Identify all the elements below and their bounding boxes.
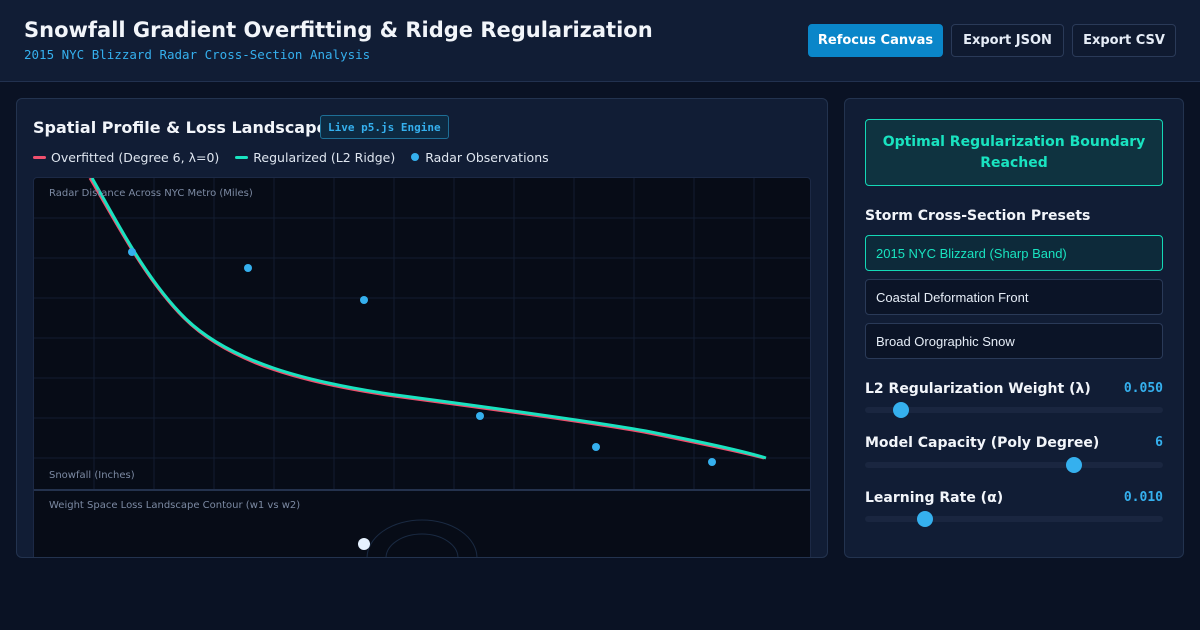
observation-dot-swatch-icon <box>411 153 420 161</box>
legend-item-regularized: Regularized (L2 Ridge) <box>235 150 395 165</box>
learning-rate-slider-label: Learning Rate (α) <box>865 490 1004 506</box>
learning-rate-slider[interactable] <box>865 511 1163 527</box>
degree-slider-label: Model Capacity (Poly Degree) <box>865 435 1100 451</box>
refocus-canvas-button[interactable]: Refocus Canvas <box>808 24 943 57</box>
status-banner: Optimal Regularization Boundary Reached <box>865 119 1163 186</box>
preset-coastal-front[interactable]: Coastal Deformation Front <box>865 279 1163 315</box>
p5-canvas[interactable]: Radar Distance Across NYC Metro (Miles) … <box>33 177 811 557</box>
degree-slider[interactable] <box>865 457 1163 473</box>
degree-slider-value: 6 <box>1155 435 1163 450</box>
x-axis-label: Radar Distance Across NYC Metro (Miles) <box>49 188 253 199</box>
engine-badge: Live p5.js Engine <box>320 115 449 139</box>
overfitted-line-swatch-icon <box>33 155 46 159</box>
spatial-profile-panel: Spatial Profile & Loss Landscape Live p5… <box>16 98 828 558</box>
legend-item-overfitted: Overfitted (Degree 6, λ=0) <box>33 150 219 165</box>
presets-title: Storm Cross-Section Presets <box>865 208 1091 224</box>
preset-nyc-blizzard[interactable]: 2015 NYC Blizzard (Sharp Band) <box>865 235 1163 271</box>
app-title: Snowfall Gradient Overfitting & Ridge Re… <box>24 18 653 42</box>
export-csv-button[interactable]: Export CSV <box>1072 24 1176 57</box>
app-subtitle: 2015 NYC Blizzard Radar Cross-Section An… <box>24 47 371 62</box>
observation-point <box>128 248 136 256</box>
y-axis-label: Snowfall (Inches) <box>49 470 135 481</box>
observation-point <box>592 443 600 451</box>
lambda-slider[interactable] <box>865 402 1163 418</box>
legend-label-overfitted: Overfitted (Degree 6, λ=0) <box>51 149 220 165</box>
export-json-button[interactable]: Export JSON <box>951 24 1064 57</box>
profile-canvas-svg <box>34 178 810 557</box>
observation-point <box>476 412 484 420</box>
regularized-line-swatch-icon <box>235 155 249 159</box>
lambda-slider-value: 0.050 <box>1123 381 1163 396</box>
lambda-slider-label: L2 Regularization Weight (λ) <box>865 381 1091 397</box>
app-header: Snowfall Gradient Overfitting & Ridge Re… <box>0 0 1200 82</box>
observation-point <box>708 458 716 466</box>
loss-contour <box>358 519 478 557</box>
legend-label-observations: Radar Observations <box>425 149 549 165</box>
legend-label-regularized: Regularized (L2 Ridge) <box>253 149 396 165</box>
canvas-grid <box>34 178 810 490</box>
observation-point <box>244 264 252 272</box>
legend: Overfitted (Degree 6, λ=0) Regularized (… <box>33 149 565 165</box>
degree-slider-thumb[interactable] <box>1065 457 1082 473</box>
optimizer-point <box>358 538 370 550</box>
controls-panel: Optimal Regularization Boundary Reached … <box>844 98 1184 558</box>
contour-label: Weight Space Loss Landscape Contour (w1 … <box>49 500 301 511</box>
overfitted-curve <box>88 178 765 460</box>
learning-rate-slider-thumb[interactable] <box>916 511 933 527</box>
radar-observations <box>128 248 716 466</box>
legend-item-observations: Radar Observations <box>411 149 549 165</box>
regularized-curve <box>90 178 767 460</box>
observation-point <box>360 296 368 304</box>
lambda-slider-thumb[interactable] <box>892 402 909 418</box>
learning-rate-slider-value: 0.010 <box>1123 490 1163 505</box>
panel-title: Spatial Profile & Loss Landscape <box>33 118 328 137</box>
preset-orographic-snow[interactable]: Broad Orographic Snow <box>865 323 1163 359</box>
